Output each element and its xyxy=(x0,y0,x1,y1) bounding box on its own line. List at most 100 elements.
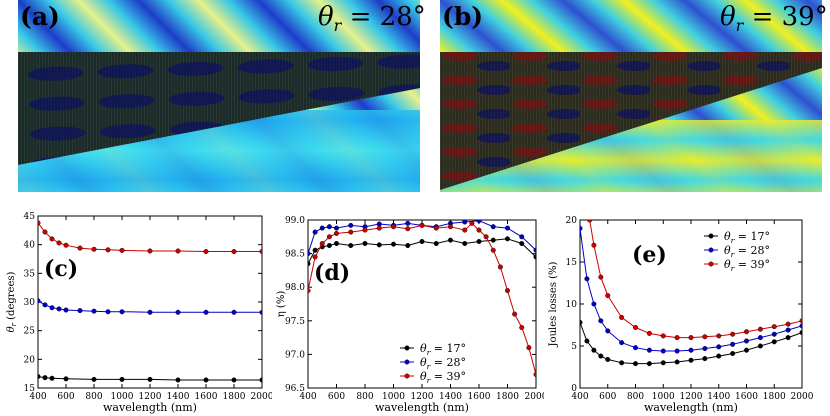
data-point xyxy=(674,359,680,365)
data-point xyxy=(56,306,62,312)
legend-label: θr = 17° xyxy=(724,230,770,245)
series-group xyxy=(38,220,262,383)
data-point xyxy=(390,224,396,230)
y-tick-label: 98.5 xyxy=(285,250,305,260)
data-point xyxy=(688,347,694,353)
data-point xyxy=(483,234,489,240)
x-tick-label: 1000 xyxy=(382,392,405,402)
data-point xyxy=(476,239,482,245)
data-point xyxy=(598,274,604,280)
data-point xyxy=(504,236,510,242)
x-tick-label: 600 xyxy=(599,392,616,402)
data-point xyxy=(771,331,777,337)
data-point xyxy=(533,254,536,260)
data-point xyxy=(63,307,69,313)
data-point xyxy=(175,248,181,254)
data-point xyxy=(490,224,496,230)
y-tick-label: 15 xyxy=(24,384,36,394)
legend-marker xyxy=(708,261,714,267)
data-point xyxy=(312,254,318,260)
data-point xyxy=(799,318,802,324)
data-point xyxy=(203,249,209,255)
data-point xyxy=(38,298,41,304)
legend-marker xyxy=(404,373,410,379)
x-tick-label: 1200 xyxy=(411,392,434,402)
data-point xyxy=(519,241,525,247)
x-tick-label: 800 xyxy=(85,392,102,402)
data-point xyxy=(462,220,468,225)
data-point xyxy=(598,318,604,324)
data-point xyxy=(619,314,625,320)
chart-c: 400 600 800 1000 1200 1400 1600 1800 2000 15 20 25 3… xyxy=(6,212,272,414)
y-tick-label: 25 xyxy=(24,327,36,337)
data-point xyxy=(231,249,237,255)
data-point xyxy=(147,248,153,254)
series-group xyxy=(580,220,802,367)
x-tick-label: 1800 xyxy=(763,392,786,402)
x-tick-label: 1600 xyxy=(468,392,491,402)
data-point xyxy=(674,348,680,354)
data-point xyxy=(119,309,125,315)
data-point xyxy=(308,261,311,267)
y-tick-label: 99.0 xyxy=(285,216,305,226)
x-tick-label: 1600 xyxy=(195,392,218,402)
data-point xyxy=(619,340,625,346)
data-point xyxy=(533,372,536,378)
data-point xyxy=(49,375,55,381)
data-point xyxy=(175,377,181,383)
y-tick-label: 97.0 xyxy=(285,350,305,360)
data-point xyxy=(504,288,510,294)
data-point xyxy=(390,241,396,247)
legend-label: θr = 39° xyxy=(420,370,466,385)
data-point xyxy=(334,230,340,236)
data-point xyxy=(605,328,611,334)
data-point xyxy=(433,225,439,231)
data-point xyxy=(476,227,482,233)
data-point xyxy=(580,319,583,325)
data-point xyxy=(771,339,777,345)
plot-frame xyxy=(37,215,263,389)
data-point xyxy=(490,247,496,253)
data-point xyxy=(63,376,69,382)
legend-label: θr = 39° xyxy=(724,258,770,273)
chart-e: 400 600 800 1000 1200 1400 1600 1800 2000 0 5 10 15 2… xyxy=(548,216,814,414)
panel-a-theta: θr = 28° xyxy=(318,2,426,35)
data-point xyxy=(799,330,802,336)
panel-b-theta: θr = 39° xyxy=(720,2,828,35)
x-tick-label: 400 xyxy=(571,392,588,402)
y-tick-label: 10 xyxy=(566,300,578,310)
data-point xyxy=(259,309,262,315)
y-tick-label: 15 xyxy=(566,258,578,268)
data-point xyxy=(42,375,48,381)
panel-b-label: (b) xyxy=(442,2,484,31)
x-tick-label: 1800 xyxy=(223,392,246,402)
data-point xyxy=(757,335,763,341)
data-point xyxy=(105,247,111,253)
data-point xyxy=(519,234,525,240)
data-point xyxy=(660,333,666,339)
data-point xyxy=(105,309,111,315)
x-tick-label: 1200 xyxy=(680,392,703,402)
data-point xyxy=(319,241,325,247)
data-point xyxy=(702,334,708,340)
series-group xyxy=(308,220,536,378)
data-point xyxy=(771,324,777,330)
data-point xyxy=(591,347,597,353)
y-tick-label: 30 xyxy=(24,298,36,308)
data-point xyxy=(469,220,475,226)
data-point xyxy=(319,225,325,231)
data-point xyxy=(785,321,791,327)
data-point xyxy=(147,376,153,382)
data-point xyxy=(702,356,708,362)
data-point xyxy=(447,224,453,230)
data-point xyxy=(119,376,125,382)
data-point xyxy=(716,344,722,350)
x-tick-label: 600 xyxy=(57,392,74,402)
data-point xyxy=(348,229,354,235)
data-point xyxy=(203,309,209,315)
data-point xyxy=(504,225,510,231)
data-point xyxy=(405,226,411,232)
data-point xyxy=(362,227,368,233)
data-point xyxy=(632,345,638,351)
data-point xyxy=(419,239,425,245)
